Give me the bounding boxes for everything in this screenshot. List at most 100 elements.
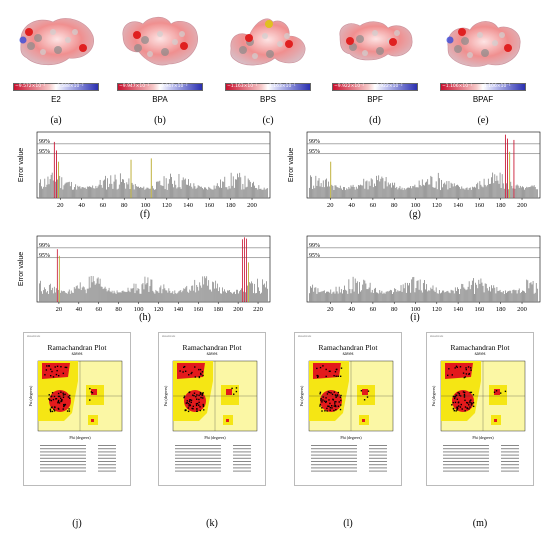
x-tick-label: 180 [496, 306, 506, 313]
error-bar [203, 189, 204, 198]
error-bar [215, 280, 217, 302]
error-bar [342, 189, 343, 198]
error-bar [534, 292, 536, 302]
error-bar [517, 290, 519, 302]
error-bar [219, 287, 221, 302]
error-bar [442, 290, 443, 302]
error-bar [513, 139, 515, 198]
error-bar [223, 181, 225, 198]
error-bar [162, 289, 164, 302]
error-bar [94, 284, 96, 302]
error-bar [508, 291, 510, 302]
error-bar [338, 188, 340, 198]
error-bar [381, 290, 383, 302]
error-bar [238, 293, 239, 302]
error-bar [177, 187, 179, 198]
threshold-label: 99% [309, 139, 320, 145]
error-bar [150, 279, 152, 302]
error-bar [188, 292, 190, 302]
error-bar [312, 188, 314, 198]
error-bar [181, 180, 183, 198]
error-bar [54, 181, 56, 198]
error-bar [332, 292, 334, 302]
error-bar [133, 189, 135, 198]
error-bar [492, 288, 494, 302]
error-bar [459, 294, 461, 302]
stats-value [369, 470, 387, 472]
error-bar [348, 186, 350, 198]
error-bar [197, 286, 199, 302]
error-bar [354, 189, 356, 198]
error-bar [426, 181, 428, 198]
error-bar [322, 180, 324, 198]
error-bar [360, 184, 361, 198]
error-bar [506, 183, 507, 198]
error-bar [157, 181, 159, 198]
error-bar [434, 187, 436, 198]
error-bar [224, 289, 225, 302]
x-tick-label: 60 [95, 306, 102, 313]
error-bar [151, 279, 153, 302]
error-bar [49, 179, 51, 198]
x-tick-label: 120 [432, 202, 442, 209]
error-bar [349, 289, 351, 302]
error-bar [252, 183, 253, 198]
error-bar [167, 292, 169, 302]
plot-subtitle: saves [71, 352, 83, 357]
error-bar [427, 291, 429, 302]
error-bar [359, 282, 360, 302]
error-bar [187, 184, 188, 198]
error-bar [68, 181, 70, 198]
x-tick-label: 40 [78, 202, 85, 209]
error-bar [460, 288, 462, 302]
error-bar [526, 279, 528, 302]
error-bar [465, 188, 467, 198]
error-bar [244, 175, 246, 198]
error-bar [172, 291, 174, 302]
error-bar [343, 289, 344, 302]
error-bar [485, 283, 487, 302]
error-bar [69, 186, 71, 198]
error-bar [314, 188, 316, 198]
error-bar [518, 288, 520, 302]
error-bar [68, 289, 70, 302]
error-bar [519, 185, 521, 198]
error-bar [93, 281, 95, 302]
threshold-label: 95% [39, 149, 50, 155]
error-bar [212, 281, 214, 302]
error-bar [42, 188, 44, 198]
error-bar [468, 188, 470, 198]
error-bar [261, 292, 262, 302]
error-bar [121, 291, 123, 302]
error-bar [232, 293, 233, 302]
colorbar-max: 9.947×10⁻² [161, 84, 188, 89]
error-bar [187, 291, 189, 302]
error-bar [321, 291, 323, 302]
error-bar [498, 183, 500, 198]
error-bar [449, 293, 451, 302]
error-bar [449, 188, 451, 198]
error-bar [241, 189, 243, 198]
error-chart: 99% 95% Error value 20 40 60 80 100 120 140 160 180… [18, 131, 271, 209]
x-tick-label: 100 [411, 202, 421, 209]
plot-title: Ramachandran Plot [450, 343, 510, 352]
error-bar [442, 187, 443, 198]
error-bar [230, 172, 232, 198]
colorbar [117, 83, 203, 91]
error-bar [113, 181, 115, 198]
error-bar [433, 187, 435, 198]
error-bar [118, 292, 120, 302]
error-bar [385, 177, 387, 198]
error-bar [322, 290, 324, 302]
error-bar [478, 189, 480, 198]
error-bar [337, 187, 339, 198]
error-bar [466, 289, 468, 302]
error-bar [512, 188, 514, 198]
error-bar [409, 282, 410, 302]
error-bar [496, 287, 498, 302]
stats-value [98, 470, 116, 472]
error-bar [240, 177, 242, 198]
stats-line [40, 451, 86, 453]
error-bar [109, 183, 111, 198]
error-bar [331, 184, 333, 198]
